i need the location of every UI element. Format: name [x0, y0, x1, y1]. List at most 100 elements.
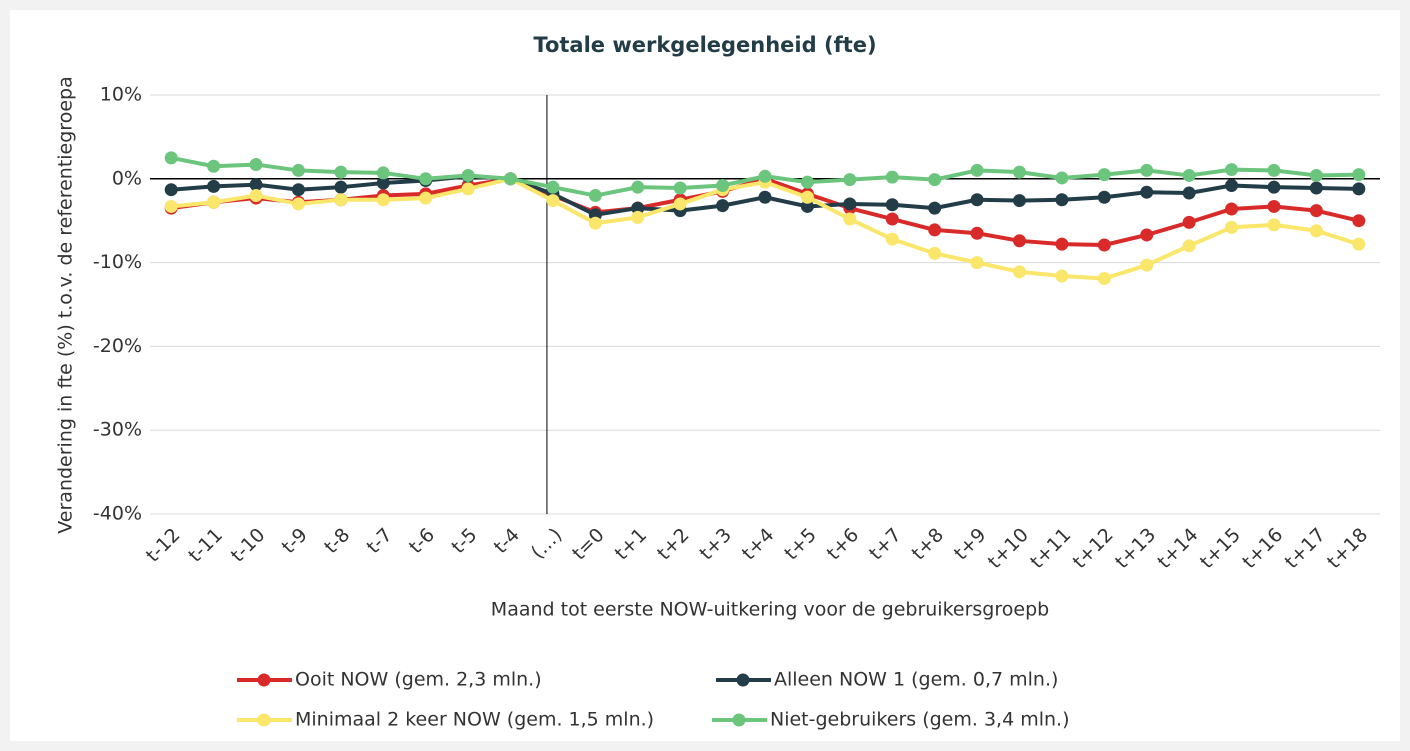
y-tick-label: -40%	[93, 503, 142, 525]
data-point	[207, 195, 221, 209]
data-point	[631, 201, 645, 215]
data-point	[885, 232, 899, 246]
data-point	[800, 175, 814, 189]
data-point	[970, 163, 984, 177]
data-point	[1225, 220, 1239, 234]
panel	[10, 10, 1400, 741]
data-point	[970, 226, 984, 240]
data-point	[461, 182, 475, 196]
data-point	[800, 190, 814, 204]
data-point	[334, 180, 348, 194]
legend-marker	[257, 673, 271, 687]
data-point	[970, 193, 984, 207]
data-point	[1225, 163, 1239, 177]
data-point	[461, 168, 475, 182]
data-point	[1267, 199, 1281, 213]
y-axis-title: Verandering in fte (%) t.o.v. de referen…	[55, 76, 77, 533]
data-point	[1352, 237, 1366, 251]
data-point	[1182, 186, 1196, 200]
y-tick-label: -30%	[93, 419, 142, 441]
data-point	[334, 165, 348, 179]
data-point	[843, 197, 857, 211]
data-point	[928, 201, 942, 215]
data-point	[885, 170, 899, 184]
y-tick-label: 0%	[112, 167, 142, 189]
data-point	[588, 216, 602, 230]
data-point	[1309, 204, 1323, 218]
data-point	[631, 180, 645, 194]
y-tick-label: -20%	[93, 335, 142, 357]
data-point	[1012, 165, 1026, 179]
data-point	[631, 210, 645, 224]
data-point	[1012, 265, 1026, 279]
data-point	[1012, 194, 1026, 208]
data-point	[249, 189, 263, 203]
data-point	[376, 176, 390, 190]
data-point	[1140, 228, 1154, 242]
data-point	[928, 223, 942, 237]
legend-label: Minimaal 2 keer NOW (gem. 1,5 mln.)	[295, 709, 654, 731]
data-point	[1267, 218, 1281, 232]
data-point	[843, 173, 857, 187]
data-point	[758, 190, 772, 204]
data-point	[1097, 272, 1111, 286]
data-point	[758, 169, 772, 183]
data-point	[1309, 168, 1323, 182]
data-point	[546, 194, 560, 208]
data-point	[716, 199, 730, 213]
data-point	[291, 163, 305, 177]
legend-marker	[257, 713, 271, 727]
data-point	[1352, 182, 1366, 196]
x-axis-title: Maand tot eerste NOW-uitkering voor de g…	[491, 599, 1049, 621]
data-point	[970, 256, 984, 270]
data-point	[1267, 163, 1281, 177]
legend-label: Alleen NOW 1 (gem. 0,7 mln.)	[774, 669, 1058, 691]
data-point	[1012, 234, 1026, 248]
data-point	[376, 166, 390, 180]
data-point	[1182, 168, 1196, 182]
data-point	[1309, 224, 1323, 238]
data-point	[928, 246, 942, 260]
data-point	[1182, 239, 1196, 253]
legend-label: Niet-gebruikers (gem. 3,4 mln.)	[770, 709, 1069, 731]
data-point	[1225, 179, 1239, 193]
data-point	[1055, 171, 1069, 185]
data-point	[207, 159, 221, 173]
data-point	[504, 172, 518, 186]
data-point	[1267, 180, 1281, 194]
data-point	[673, 197, 687, 211]
y-tick-label: 10%	[100, 84, 142, 106]
data-point	[1309, 181, 1323, 195]
legend-marker	[736, 673, 750, 687]
data-point	[673, 181, 687, 195]
data-point	[1225, 202, 1239, 216]
data-point	[291, 183, 305, 197]
data-point	[419, 172, 433, 186]
data-point	[1352, 168, 1366, 182]
data-point	[885, 212, 899, 226]
data-point	[249, 158, 263, 172]
data-point	[1055, 269, 1069, 283]
data-point	[1097, 238, 1111, 252]
data-point	[588, 189, 602, 203]
data-point	[419, 191, 433, 205]
data-point	[376, 193, 390, 207]
data-point	[843, 212, 857, 226]
data-point	[1055, 193, 1069, 207]
data-point	[716, 179, 730, 193]
data-point	[207, 179, 221, 193]
legend-marker	[732, 713, 746, 727]
chart-title: Totale werkgelegenheid (fte)	[533, 33, 876, 57]
data-point	[164, 183, 178, 197]
data-point	[1097, 190, 1111, 204]
data-point	[1352, 214, 1366, 228]
data-point	[249, 178, 263, 192]
data-point	[291, 197, 305, 211]
data-point	[164, 151, 178, 165]
data-point	[1140, 258, 1154, 272]
data-point	[1182, 215, 1196, 229]
data-point	[885, 198, 899, 212]
data-point	[1097, 168, 1111, 182]
data-point	[546, 180, 560, 194]
